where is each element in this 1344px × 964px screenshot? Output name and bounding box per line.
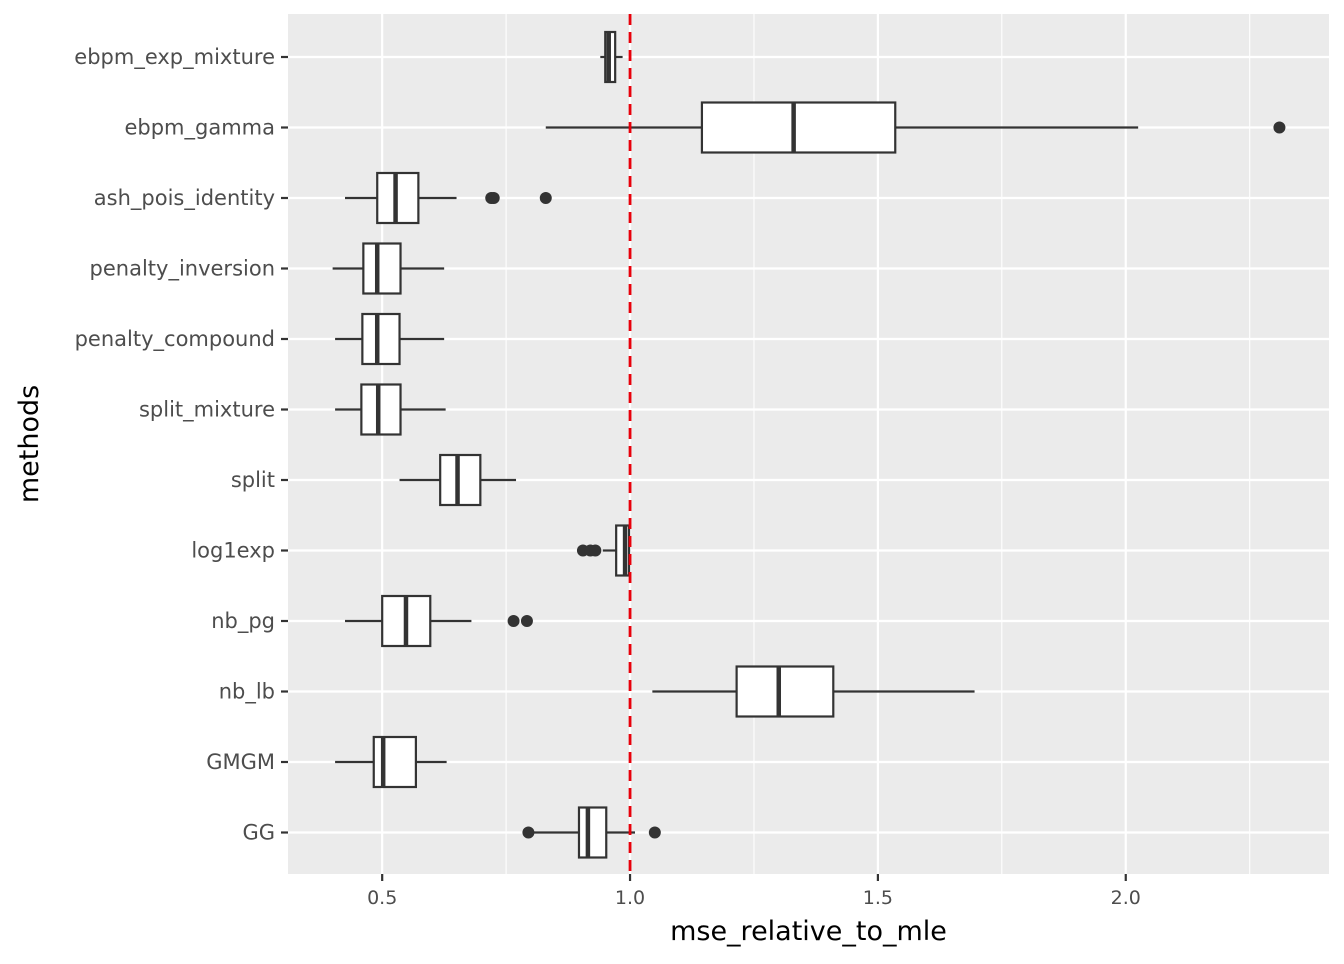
y-tick-label: split xyxy=(231,468,275,492)
y-tick-label: penalty_compound xyxy=(75,327,275,352)
y-tick-label: nb_lb xyxy=(219,680,275,705)
y-axis: ebpm_exp_mixture ebpm_gamma ash_pois_ident… xyxy=(74,45,288,845)
box-iqr xyxy=(361,312,401,366)
box-ebpm_gamma xyxy=(545,101,1286,154)
y-tick-label: ash_pois_identity xyxy=(94,186,275,211)
outlier-point xyxy=(507,615,520,627)
y-axis-title: methods xyxy=(14,385,45,503)
box-penalty_inversion xyxy=(332,242,445,295)
y-tick-label: GMGM xyxy=(206,750,275,774)
box-nb_lb xyxy=(652,665,975,718)
box-iqr xyxy=(577,806,608,859)
grid-minor xyxy=(505,14,1251,874)
box-split_mixture xyxy=(335,383,446,436)
x-axis: 0.5 1.0 1.5 2.0 xyxy=(367,874,1141,909)
box-ash_pois_identity xyxy=(345,171,552,225)
box-iqr xyxy=(735,665,835,718)
y-tick-label: ebpm_exp_mixture xyxy=(74,45,275,70)
y-tick-label: GG xyxy=(242,821,275,845)
x-tick-label: 2.0 xyxy=(1111,887,1141,909)
box-GMGM xyxy=(335,735,447,789)
outlier-point xyxy=(539,192,552,204)
outlier-point xyxy=(522,826,535,839)
y-tick-label: nb_pg xyxy=(211,609,275,634)
outlier-point xyxy=(520,615,533,627)
box-ebpm_exp_mixture xyxy=(600,30,623,84)
box-log1exp xyxy=(576,524,631,577)
box-iqr xyxy=(360,383,402,436)
x-tick-label: 0.5 xyxy=(367,887,397,909)
box-iqr xyxy=(362,242,402,295)
outlier-point xyxy=(589,544,602,557)
outlier-point xyxy=(648,826,661,839)
box-split xyxy=(399,453,517,507)
box-iqr xyxy=(439,453,482,507)
box-penalty_compound xyxy=(335,312,445,366)
box-nb_pg xyxy=(345,594,533,648)
y-tick-label: log1exp xyxy=(191,539,275,563)
y-tick-label: split_mixture xyxy=(139,398,275,423)
y-tick-label: penalty_inversion xyxy=(90,257,275,282)
box-iqr xyxy=(700,101,897,154)
boxes-layer xyxy=(332,30,1286,859)
outlier-point xyxy=(1273,121,1286,134)
x-axis-title: mse_relative_to_mle xyxy=(670,916,947,947)
plot-panel xyxy=(288,14,1329,874)
x-tick-label: 1.0 xyxy=(615,887,645,909)
box-GG xyxy=(522,806,661,859)
x-tick-label: 1.5 xyxy=(863,887,893,909)
y-tick-label: ebpm_gamma xyxy=(124,116,275,141)
box-iqr xyxy=(372,735,417,789)
outlier-point xyxy=(487,192,500,204)
